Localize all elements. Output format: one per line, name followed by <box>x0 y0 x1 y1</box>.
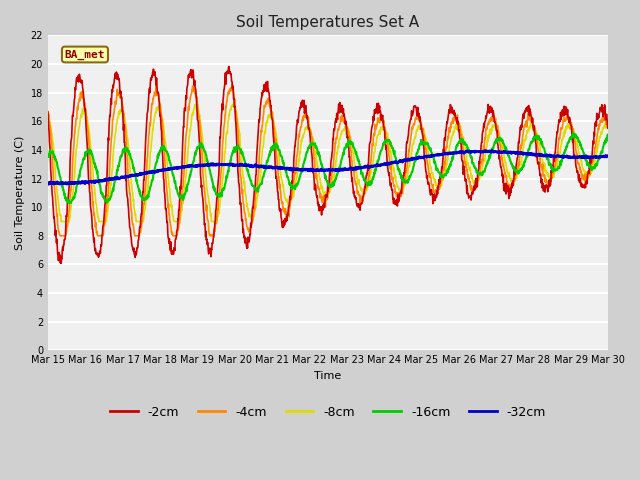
Title: Soil Temperatures Set A: Soil Temperatures Set A <box>236 15 420 30</box>
Legend: -2cm, -4cm, -8cm, -16cm, -32cm: -2cm, -4cm, -8cm, -16cm, -32cm <box>105 401 551 424</box>
Y-axis label: Soil Temperature (C): Soil Temperature (C) <box>15 136 25 250</box>
X-axis label: Time: Time <box>314 371 342 381</box>
Text: BA_met: BA_met <box>65 49 105 60</box>
